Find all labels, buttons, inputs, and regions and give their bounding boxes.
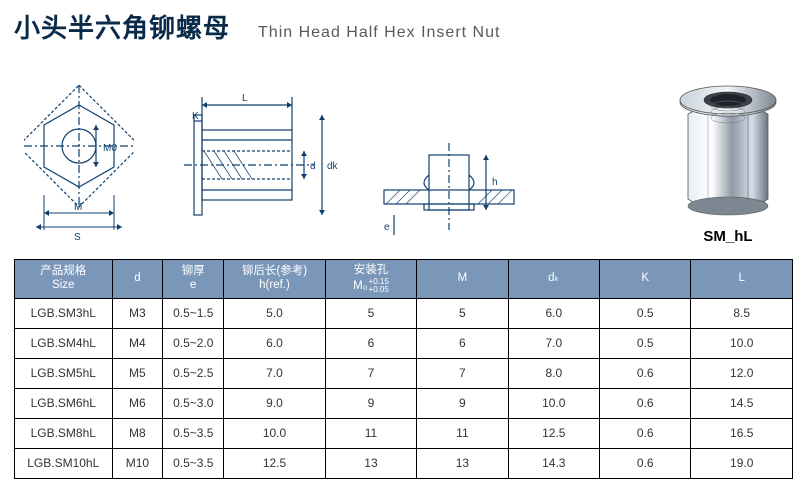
- cell-d: M5: [112, 358, 163, 388]
- th-m0: 安装孔 M₀+0.15+0.05: [325, 260, 416, 299]
- cell-m: 9: [417, 388, 508, 418]
- cell-dk: 6.0: [508, 298, 599, 328]
- cell-h: 6.0: [224, 328, 326, 358]
- cell-h: 9.0: [224, 388, 326, 418]
- cell-k: 0.5: [600, 298, 691, 328]
- label-m0: M0: [103, 143, 117, 154]
- cell-l: 12.0: [691, 358, 793, 388]
- label-K: K: [192, 111, 199, 122]
- cell-k: 0.5: [600, 328, 691, 358]
- cell-l: 19.0: [691, 448, 793, 478]
- cell-m0: 13: [325, 448, 416, 478]
- cell-size: LGB.SM10hL: [15, 448, 113, 478]
- th-l: L: [691, 260, 793, 299]
- cell-dk: 10.0: [508, 388, 599, 418]
- cell-size: LGB.SM8hL: [15, 418, 113, 448]
- cell-e: 0.5~3.5: [163, 418, 224, 448]
- cell-size: LGB.SM5hL: [15, 358, 113, 388]
- cell-m: 6: [417, 328, 508, 358]
- label-dk: dk: [327, 161, 339, 172]
- cell-h: 5.0: [224, 298, 326, 328]
- product-photo-wrap: SM_hL: [663, 64, 793, 245]
- th-dk: dₖ: [508, 260, 599, 299]
- cell-m: 7: [417, 358, 508, 388]
- cell-e: 0.5~1.5: [163, 298, 224, 328]
- spec-table: 产品规格Size d 铆厚e 铆后长(参考)h(ref.) 安装孔 M₀+0.1…: [14, 259, 793, 479]
- cell-d: M8: [112, 418, 163, 448]
- cell-l: 8.5: [691, 298, 793, 328]
- cell-d: M4: [112, 328, 163, 358]
- cell-h: 10.0: [224, 418, 326, 448]
- diagram-area: M0 M S: [14, 55, 793, 245]
- cell-m0: 6: [325, 328, 416, 358]
- th-h: 铆后长(参考)h(ref.): [224, 260, 326, 299]
- title-english: Thin Head Half Hex Insert Nut: [258, 24, 500, 42]
- cell-h: 7.0: [224, 358, 326, 388]
- table-row: LGB.SM10hLM100.5~3.512.5131314.30.619.0: [15, 448, 793, 478]
- table-row: LGB.SM5hLM50.5~2.57.0778.00.612.0: [15, 358, 793, 388]
- th-k: K: [600, 260, 691, 299]
- title-chinese: 小头半六角铆螺母: [14, 8, 230, 45]
- cell-dk: 12.5: [508, 418, 599, 448]
- cell-e: 0.5~2.0: [163, 328, 224, 358]
- cell-d: M10: [112, 448, 163, 478]
- cell-size: LGB.SM6hL: [15, 388, 113, 418]
- cell-dk: 8.0: [508, 358, 599, 388]
- th-d: d: [112, 260, 163, 299]
- cell-m0: 9: [325, 388, 416, 418]
- label-m: M: [74, 202, 82, 213]
- table-row: LGB.SM8hLM80.5~3.510.0111112.50.616.5: [15, 418, 793, 448]
- cell-h: 12.5: [224, 448, 326, 478]
- cell-k: 0.6: [600, 418, 691, 448]
- label-h: h: [492, 177, 498, 188]
- photo-label: SM_hL: [663, 228, 793, 245]
- cell-d: M6: [112, 388, 163, 418]
- diagram-install-view: e h: [374, 135, 524, 245]
- label-L: L: [242, 93, 248, 104]
- cell-m0: 11: [325, 418, 416, 448]
- product-photo: [663, 64, 793, 224]
- cell-m: 13: [417, 448, 508, 478]
- cell-e: 0.5~2.5: [163, 358, 224, 388]
- cell-l: 10.0: [691, 328, 793, 358]
- title-row: 小头半六角铆螺母 Thin Head Half Hex Insert Nut: [14, 8, 793, 45]
- cell-l: 14.5: [691, 388, 793, 418]
- cell-m0: 5: [325, 298, 416, 328]
- cell-dk: 14.3: [508, 448, 599, 478]
- th-size: 产品规格Size: [15, 260, 113, 299]
- cell-m: 5: [417, 298, 508, 328]
- cell-dk: 7.0: [508, 328, 599, 358]
- diagram-side-view: L K d dk: [164, 85, 344, 245]
- cell-e: 0.5~3.5: [163, 448, 224, 478]
- cell-m: 11: [417, 418, 508, 448]
- th-m: M: [417, 260, 508, 299]
- table-row: LGB.SM6hLM60.5~3.09.09910.00.614.5: [15, 388, 793, 418]
- label-e: e: [384, 222, 390, 233]
- label-d: d: [310, 161, 316, 172]
- cell-k: 0.6: [600, 358, 691, 388]
- diagram-top-view: M0 M S: [24, 85, 134, 245]
- cell-m0: 7: [325, 358, 416, 388]
- table-header-row: 产品规格Size d 铆厚e 铆后长(参考)h(ref.) 安装孔 M₀+0.1…: [15, 260, 793, 299]
- cell-e: 0.5~3.0: [163, 388, 224, 418]
- th-e: 铆厚e: [163, 260, 224, 299]
- cell-k: 0.6: [600, 448, 691, 478]
- table-body: LGB.SM3hLM30.5~1.55.0556.00.58.5LGB.SM4h…: [15, 298, 793, 478]
- cell-size: LGB.SM3hL: [15, 298, 113, 328]
- cell-size: LGB.SM4hL: [15, 328, 113, 358]
- table-row: LGB.SM4hLM40.5~2.06.0667.00.510.0: [15, 328, 793, 358]
- label-s: S: [74, 232, 81, 243]
- cell-l: 16.5: [691, 418, 793, 448]
- cell-k: 0.6: [600, 388, 691, 418]
- table-row: LGB.SM3hLM30.5~1.55.0556.00.58.5: [15, 298, 793, 328]
- cell-d: M3: [112, 298, 163, 328]
